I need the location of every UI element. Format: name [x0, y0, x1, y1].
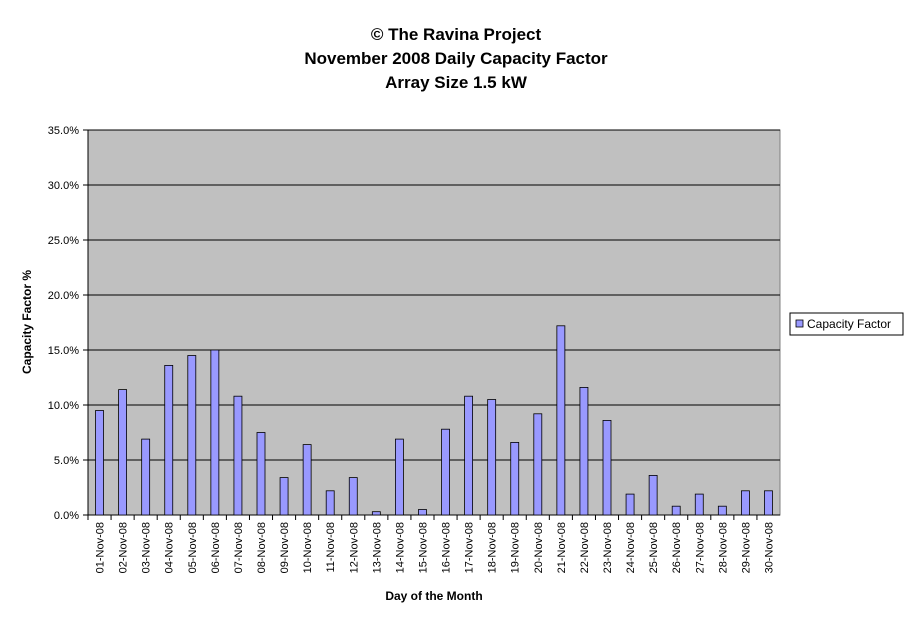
- y-tick-label: 5.0%: [54, 455, 79, 467]
- x-tick-label: 18-Nov-08: [487, 522, 499, 573]
- bar: [741, 490, 750, 516]
- bar: [510, 441, 520, 516]
- x-tick-label: 17-Nov-08: [464, 522, 476, 573]
- bar: [233, 395, 243, 516]
- legend-label: Capacity Factor: [807, 317, 891, 331]
- y-tick-label: 15.0%: [48, 345, 79, 357]
- bar: [348, 477, 358, 516]
- x-tick-label: 02-Nov-08: [118, 522, 130, 573]
- y-axis-label: Capacity Factor %: [20, 270, 34, 374]
- y-tick-label: 10.0%: [48, 400, 79, 412]
- x-axis-label: Day of the Month: [385, 589, 482, 603]
- bar: [325, 490, 335, 516]
- x-tick-label: 26-Nov-08: [671, 522, 683, 573]
- bar: [464, 395, 474, 516]
- legend-swatch: [795, 319, 804, 328]
- x-tick-label: 03-Nov-08: [141, 522, 153, 573]
- bar: [141, 438, 151, 516]
- x-tick-label: 06-Nov-08: [210, 522, 222, 573]
- x-tick-label: 01-Nov-08: [95, 522, 107, 573]
- x-tick-label: 27-Nov-08: [694, 522, 706, 573]
- x-tick-label: 13-Nov-08: [371, 522, 383, 573]
- x-tick-label: 28-Nov-08: [717, 522, 729, 573]
- bar: [394, 438, 404, 516]
- x-tick-label: 25-Nov-08: [648, 522, 660, 573]
- x-tick-label: 08-Nov-08: [256, 522, 268, 573]
- x-tick-label: 10-Nov-08: [302, 522, 314, 573]
- x-tick-label: 29-Nov-08: [740, 522, 752, 573]
- bar: [671, 505, 681, 516]
- bar: [694, 493, 704, 516]
- x-tick-label: 22-Nov-08: [579, 522, 591, 573]
- x-tick-label: 04-Nov-08: [164, 522, 176, 573]
- chart-title: Array Size 1.5 kW: [385, 73, 528, 92]
- bar: [648, 474, 658, 516]
- bar: [371, 511, 381, 516]
- bar: [487, 399, 497, 516]
- bar: [279, 477, 289, 516]
- x-tick-label: 14-Nov-08: [394, 522, 406, 573]
- bar: [556, 325, 566, 516]
- x-tick-label: 19-Nov-08: [510, 522, 522, 573]
- x-tick-label: 21-Nov-08: [556, 522, 568, 573]
- bar: [95, 410, 104, 516]
- bar: [579, 386, 589, 516]
- bar: [625, 493, 635, 516]
- x-tick-label: 12-Nov-08: [348, 522, 360, 573]
- x-tick-label: 15-Nov-08: [417, 522, 429, 573]
- bar: [118, 389, 127, 516]
- x-tick-label: 07-Nov-08: [233, 522, 245, 573]
- y-tick-label: 25.0%: [48, 235, 79, 247]
- chart-title: November 2008 Daily Capacity Factor: [304, 49, 608, 68]
- x-tick-label: 24-Nov-08: [625, 522, 637, 573]
- legend-box: [789, 312, 904, 336]
- x-tick-label: 09-Nov-08: [279, 522, 291, 573]
- bar: [533, 413, 543, 516]
- bar: [187, 355, 197, 516]
- x-tick-label: 11-Nov-08: [325, 522, 337, 573]
- y-tick-label: 20.0%: [48, 290, 79, 302]
- x-tick-label: 20-Nov-08: [533, 522, 545, 573]
- bar: [602, 419, 612, 516]
- y-tick-label: 35.0%: [48, 125, 79, 137]
- y-tick-label: 0.0%: [54, 510, 79, 522]
- bar: [418, 509, 427, 516]
- chart-title: © The Ravina Project: [371, 25, 542, 44]
- bar: [164, 364, 174, 516]
- x-tick-label: 05-Nov-08: [187, 522, 199, 573]
- x-tick-label: 16-Nov-08: [441, 522, 453, 573]
- plot-area: [87, 129, 781, 516]
- bar: [764, 490, 773, 516]
- bar: [302, 444, 312, 516]
- bar: [210, 349, 220, 516]
- bar: [441, 428, 450, 516]
- x-tick-label: 30-Nov-08: [763, 522, 775, 573]
- x-tick-label: 23-Nov-08: [602, 522, 614, 573]
- y-tick-label: 30.0%: [48, 180, 79, 192]
- bar: [256, 432, 266, 516]
- bar: [717, 505, 727, 516]
